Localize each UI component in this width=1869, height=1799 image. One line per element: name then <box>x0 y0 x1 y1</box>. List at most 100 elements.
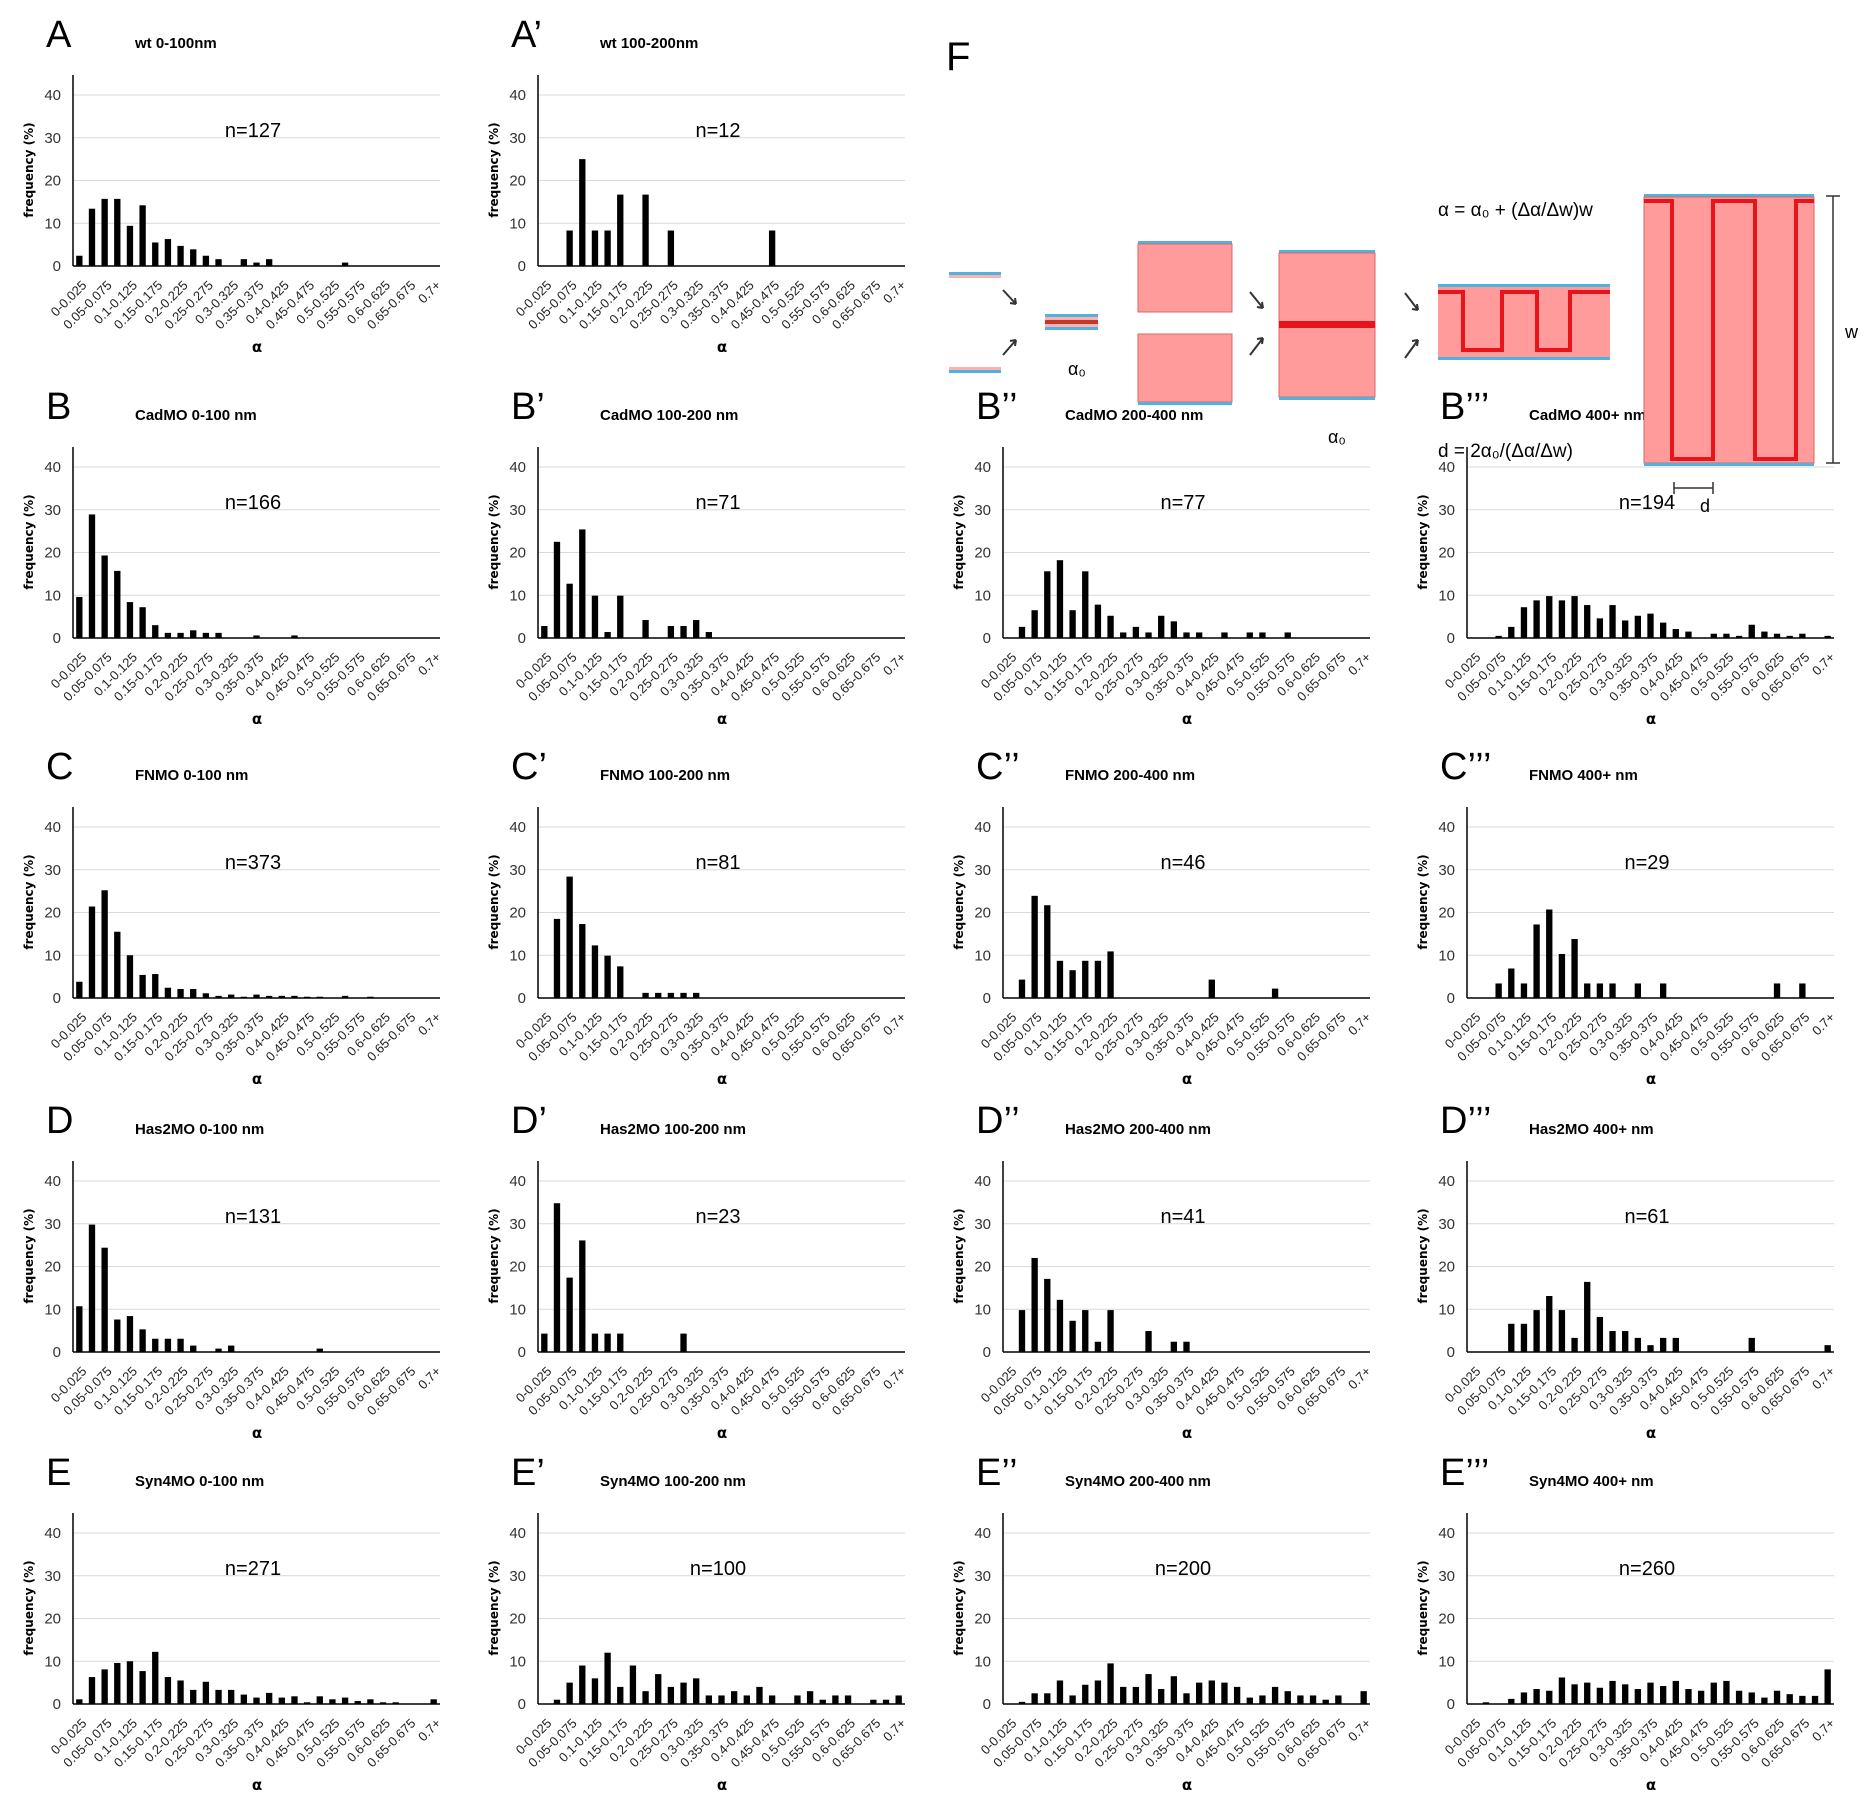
bar-0.525-0.55 <box>806 1691 814 1704</box>
y-tick-label: 20 <box>974 905 991 922</box>
y-axis-label: frequency (%) <box>487 854 501 949</box>
bar-0.7+ <box>430 1699 437 1704</box>
equation-alpha: α = α₀ + (Δα/Δw)w <box>1438 200 1593 221</box>
bar-0.525-0.55 <box>1735 635 1743 638</box>
histogram-svg: 0102030400-0.0250.05-0.0750.1-0.1250.15-… <box>952 1161 1374 1442</box>
bar-0.25-0.275 <box>1132 1686 1140 1704</box>
histogram-panel: 0 10 20 30 40 0-0.025 0.05-0.075 0.1-0.125 0.15-… <box>0 1086 470 1446</box>
bar-0.075-0.1 <box>579 529 586 638</box>
x-tick-label: 0.7+ <box>415 650 444 679</box>
bar-0.375-0.4 <box>1659 983 1667 998</box>
bar-0.125-0.15 <box>604 955 611 998</box>
y-tick-label: 30 <box>974 502 991 519</box>
histogram-svg: 0102030400-0.0250.05-0.0750.1-0.1250.15-… <box>487 807 909 1088</box>
bar-0.225-0.25 <box>190 249 197 266</box>
bar-0-0.025 <box>76 981 83 998</box>
histogram-svg: 0102030400-0.0250.05-0.0750.1-0.1250.15-… <box>487 1513 909 1794</box>
y-tick-label: 30 <box>1438 862 1455 879</box>
bar-0.425-0.45 <box>1221 1682 1228 1704</box>
bar-0.425-0.45 <box>291 995 298 998</box>
y-tick-label: 0 <box>53 630 61 647</box>
bar-0.175-0.2 <box>1094 960 1102 998</box>
bar-0.2-0.225 <box>1107 951 1114 998</box>
histogram-panel: 0 10 20 30 40 0-0.025 0.05-0.075 0.1-0.125 0.15-… <box>0 372 470 732</box>
bar-0.25-0.275 <box>1596 1316 1604 1352</box>
bar-0.25-0.275 <box>202 632 210 638</box>
y-tick-label: 40 <box>1438 459 1455 476</box>
sample-size-label: n=23 <box>695 1206 740 1228</box>
bar-0.4-0.425 <box>1672 629 1679 638</box>
histogram-svg: 0102030400-0.0250.05-0.0750.1-0.1250.15-… <box>1416 1161 1838 1442</box>
y-tick-label: 10 <box>1438 1653 1455 1670</box>
y-tick-label: 10 <box>509 947 526 964</box>
bar-0.275-0.3 <box>215 1689 222 1704</box>
x-axis-label: α <box>717 338 727 356</box>
bar-0.65-0.675 <box>1799 633 1806 638</box>
y-tick-label: 20 <box>44 1611 61 1628</box>
x-axis-label: α <box>717 1776 727 1794</box>
bar-0.125-0.15 <box>1533 924 1540 998</box>
bar-0.575-0.6 <box>1761 1697 1768 1704</box>
panel-title: Syn4MO 200-400 nm <box>1065 1473 1211 1490</box>
y-tick-label: 30 <box>974 1216 991 1233</box>
bar-0.1-0.125 <box>591 1678 599 1704</box>
bar-0.475-0.5 <box>316 1348 323 1352</box>
y-tick-label: 0 <box>53 1344 61 1361</box>
y-axis-label: frequency (%) <box>487 1208 501 1303</box>
bar-0.55-0.575 <box>1748 1692 1755 1704</box>
panel-title: wt 0-100nm <box>135 35 217 52</box>
bar-0.35-0.375 <box>1183 1693 1190 1704</box>
bar-0.575-0.6 <box>832 1695 839 1704</box>
y-tick-label: 0 <box>518 1696 526 1713</box>
bar-0.375-0.4 <box>265 1692 273 1704</box>
x-axis-label: α <box>252 1776 262 1794</box>
x-axis-label: α <box>717 1424 727 1442</box>
bar-0.075-0.1 <box>1508 1698 1515 1704</box>
panel-title: FNMO 200-400 nm <box>1065 767 1196 784</box>
bar-0.15-0.175 <box>1082 571 1089 638</box>
x-axis-label: α <box>252 1424 262 1442</box>
histogram-panel: 0 10 20 30 40 0-0.025 0.05-0.075 0.1-0.125 0.15-… <box>1394 1086 1864 1446</box>
bar-0.175-0.2 <box>164 632 172 638</box>
bar-0.1-0.125 <box>591 230 599 266</box>
y-tick-label: 40 <box>509 1525 526 1542</box>
bar-0.3-0.325 <box>693 992 700 998</box>
y-tick-label: 10 <box>974 1653 991 1670</box>
y-tick-label: 20 <box>1438 545 1455 562</box>
y-axis-label: frequency (%) <box>22 494 36 589</box>
bar-0.65-0.675 <box>1335 1695 1342 1704</box>
bar-0.375-0.4 <box>1195 632 1203 638</box>
y-axis-label: frequency (%) <box>952 854 966 949</box>
bar-0.2-0.225 <box>177 632 184 638</box>
bar-0.125-0.15 <box>139 205 146 266</box>
bar-0.025-0.05 <box>88 208 96 266</box>
bar-0.05-0.075 <box>566 230 573 266</box>
x-axis-label: α <box>717 1070 727 1088</box>
y-tick-label: 30 <box>509 1568 526 1585</box>
bar-0.175-0.2 <box>1094 1680 1102 1704</box>
y-tick-label: 0 <box>518 258 526 275</box>
bar-0.1-0.125 <box>126 1316 134 1352</box>
bar-0.375-0.4 <box>1659 1686 1667 1704</box>
histogram-panel: 0 10 20 30 40 0-0.025 0.05-0.075 0.1-0.125 0.15-… <box>465 372 935 732</box>
y-tick-label: 40 <box>509 819 526 836</box>
bar-0.475-0.5 <box>1710 633 1717 638</box>
bar-0.1-0.125 <box>1520 1323 1528 1352</box>
panel-label-f: F <box>946 35 970 79</box>
equation-d: d = 2α₀/(Δα/Δw) <box>1438 441 1573 462</box>
bar-0.375-0.4 <box>1195 1682 1203 1704</box>
histogram-svg: 0102030400-0.0250.05-0.0750.1-0.1250.15-… <box>1416 1513 1838 1794</box>
y-tick-label: 30 <box>974 862 991 879</box>
y-tick-label: 20 <box>44 1259 61 1276</box>
y-tick-label: 0 <box>1447 1696 1455 1713</box>
bar-0.175-0.2 <box>1094 604 1102 638</box>
bar-0.5-0.525 <box>329 1699 336 1704</box>
bar-0.125-0.15 <box>1533 600 1540 638</box>
y-tick-label: 10 <box>974 587 991 604</box>
sample-size-label: n=41 <box>1160 1206 1205 1228</box>
bar-0.125-0.15 <box>604 1333 611 1352</box>
bar-0.075-0.1 <box>579 159 586 266</box>
bar-0.05-0.075 <box>566 1682 573 1704</box>
bar-0.15-0.175 <box>1546 909 1553 998</box>
bar-0.05-0.075 <box>566 1277 573 1352</box>
